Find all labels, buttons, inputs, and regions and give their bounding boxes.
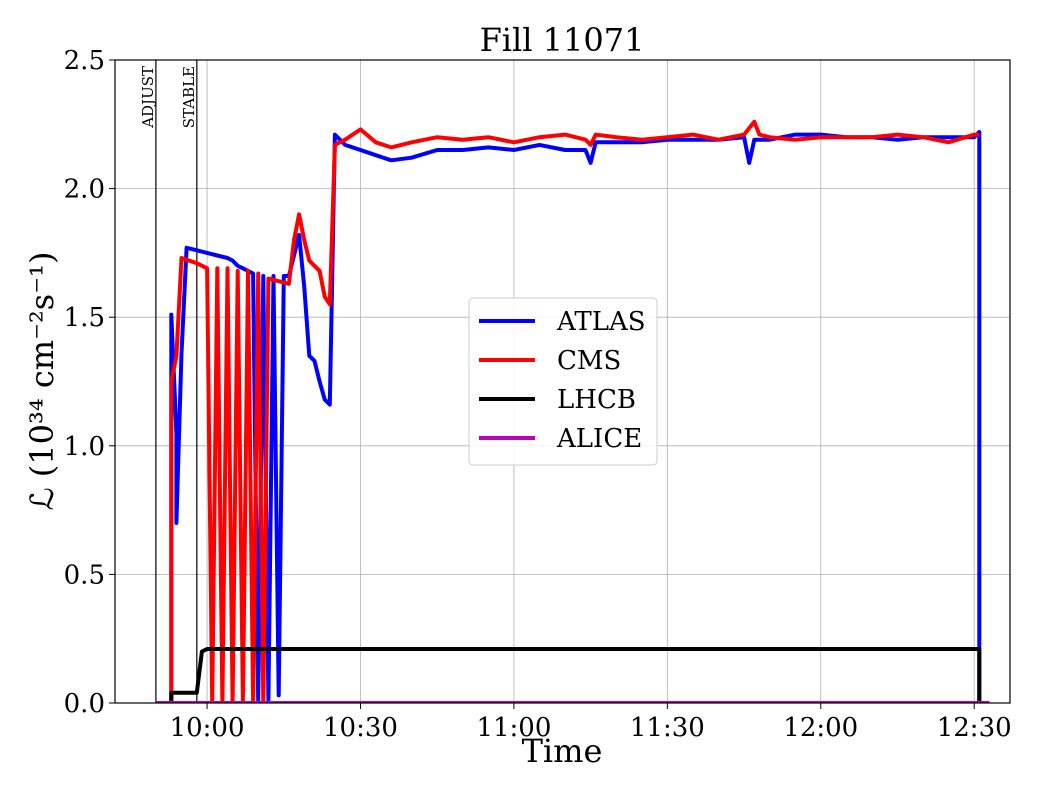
y-axis-ticks: 0.0 0.5 1.0 1.5 2.0 2.5 bbox=[64, 46, 115, 719]
x-tick-label: 10:00 bbox=[170, 713, 245, 743]
series-line-lhcb bbox=[155, 647, 990, 703]
y-tick-label: 2.0 bbox=[64, 175, 105, 205]
series-layer bbox=[155, 119, 990, 703]
x-axis-ticks: 10:00 10:30 11:00 11:30 12:00 12:30 bbox=[170, 703, 1012, 743]
annotation-label-stable: STABLE bbox=[180, 66, 198, 128]
x-tick-label: 12:30 bbox=[937, 713, 1012, 743]
y-tick-label: 1.0 bbox=[64, 432, 105, 462]
annotation-label-adjust: ADJUST bbox=[139, 66, 157, 129]
x-tick-label: 10:30 bbox=[323, 713, 398, 743]
y-tick-label: 2.5 bbox=[64, 46, 105, 76]
legend-label-cms: CMS bbox=[557, 346, 621, 376]
legend-label-lhcb: LHCB bbox=[557, 385, 636, 415]
y-tick-label: 0.5 bbox=[64, 560, 105, 590]
annotation-lines: ADJUST STABLE bbox=[139, 60, 198, 703]
x-tick-label: 11:30 bbox=[630, 713, 705, 743]
legend-label-atlas: ATLAS bbox=[556, 307, 646, 337]
x-axis-label: Time bbox=[522, 732, 603, 770]
y-tick-label: 0.0 bbox=[64, 689, 105, 719]
legend-label-alice: ALICE bbox=[556, 424, 642, 454]
series-line-cms bbox=[155, 119, 980, 703]
y-tick-label: 1.5 bbox=[64, 303, 105, 333]
legend-box bbox=[468, 297, 658, 466]
x-tick-label: 12:00 bbox=[783, 713, 858, 743]
plot-frame bbox=[114, 59, 1011, 704]
x-tick-label: 11:00 bbox=[476, 713, 551, 743]
y-axis-label: ℒ (10³⁴ cm⁻²s⁻¹) bbox=[23, 252, 61, 511]
legend: ATLAS CMS LHCB ALICE bbox=[468, 297, 658, 466]
chart-title: Fill 11071 bbox=[480, 21, 645, 59]
